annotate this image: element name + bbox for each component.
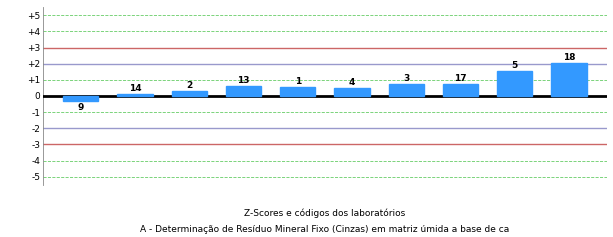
Text: 4: 4 — [349, 77, 355, 87]
Bar — [334, 88, 370, 96]
Bar — [389, 84, 424, 96]
Bar — [280, 87, 316, 96]
Text: 3: 3 — [403, 74, 409, 83]
Text: 18: 18 — [563, 53, 575, 62]
Text: 1: 1 — [295, 77, 301, 86]
Text: 2: 2 — [186, 81, 192, 90]
Text: A - Determinação de Resíduo Mineral Fixo (Cinzas) em matriz úmida a base de ca: A - Determinação de Resíduo Mineral Fixo… — [140, 225, 509, 234]
Text: 13: 13 — [237, 76, 250, 85]
Bar — [551, 63, 587, 96]
Text: 9: 9 — [78, 103, 84, 112]
Bar — [172, 91, 207, 96]
Bar — [118, 94, 153, 96]
Text: 5: 5 — [512, 61, 518, 70]
Bar — [443, 84, 478, 96]
Text: Z-Scores e códigos dos laboratórios: Z-Scores e códigos dos laboratórios — [244, 209, 406, 218]
Bar — [63, 96, 99, 101]
Bar — [497, 71, 532, 96]
Bar — [226, 86, 261, 96]
Text: 17: 17 — [454, 74, 466, 83]
Text: 14: 14 — [129, 84, 142, 93]
